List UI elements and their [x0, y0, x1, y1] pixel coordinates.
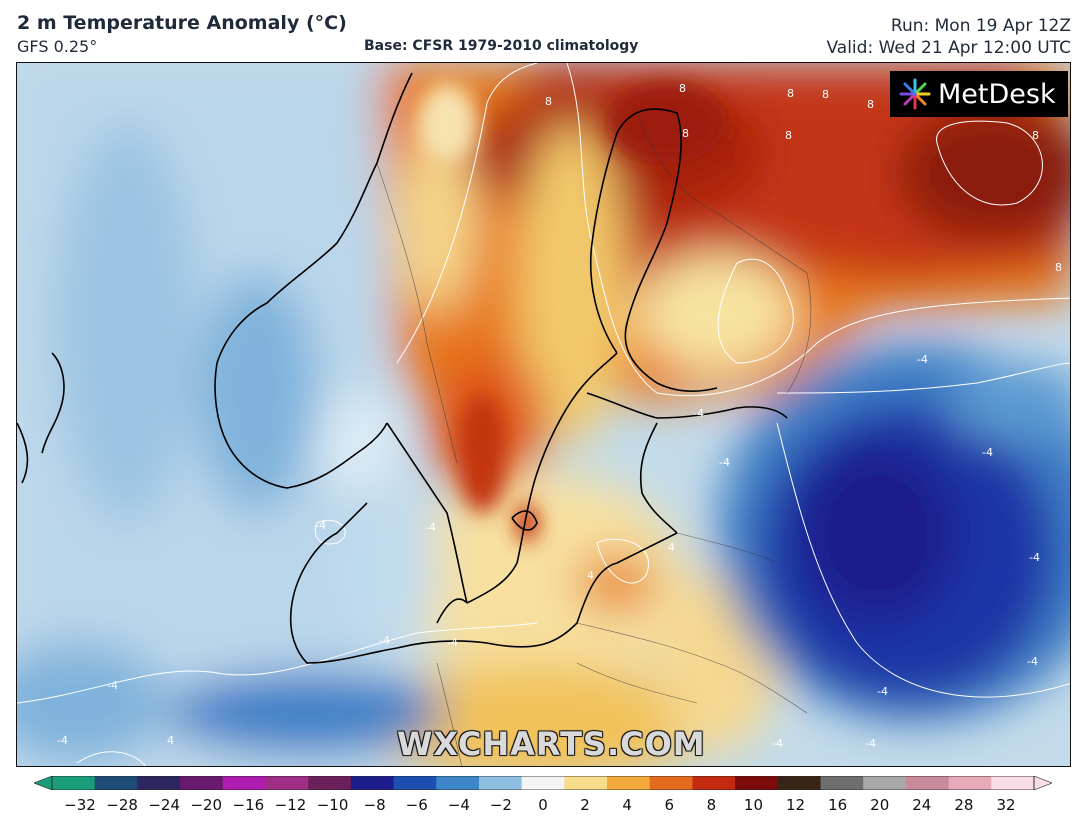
colorbar-cell [692, 776, 736, 790]
contour-label: -4 [107, 679, 118, 692]
colorbar-tick-label: −16 [232, 796, 265, 814]
colorbar-min-arrow [34, 776, 53, 790]
colorbar-cell [905, 776, 950, 790]
contour-label: -4 [1027, 655, 1038, 668]
logo-text: MetDesk [938, 78, 1056, 110]
colorbar-tick-label: 10 [743, 796, 763, 814]
contour-label: -4 [425, 521, 436, 534]
colorbar-tick-label: 24 [912, 796, 932, 814]
colorbar-cell [607, 776, 651, 790]
colorbar-tick-label: −8 [363, 796, 386, 814]
colorbar-cells [34, 776, 1052, 790]
anomaly-shading [17, 63, 1070, 766]
colorbar-max-arrow [1033, 776, 1052, 790]
colorbar-cell [991, 776, 1035, 790]
valid-time: Valid: Wed 21 Apr 12:00 UTC [826, 38, 1071, 58]
contour-label: -4 [693, 407, 704, 420]
colorbar-tick-label: 20 [870, 796, 890, 814]
colorbar-cell [265, 776, 309, 790]
colorbar-cell [436, 776, 480, 790]
contour-label: -4 [772, 737, 783, 750]
colorbar-cell [350, 776, 395, 790]
contour-label: 8 [682, 127, 689, 140]
colorbar-tick-label: −20 [190, 796, 223, 814]
contour-label: 8 [1032, 129, 1039, 142]
contour-label: 8 [785, 129, 792, 142]
colorbar-cell [564, 776, 608, 790]
contour-label: 8 [787, 87, 794, 100]
contour-label: 8 [822, 88, 829, 101]
contour-label: -4 [315, 519, 326, 532]
colorbar-tick-label: 2 [580, 796, 590, 814]
coastlines [17, 72, 788, 664]
contour-label: 4 [167, 734, 174, 747]
contour-label: -4 [1029, 551, 1040, 564]
contour-label: -4 [447, 636, 458, 649]
colorbar-ticks: −32 −28 −24 −20 −16 −12 −10 −8 −6 −4 −2 0 2 4 6 8 10 12 16… [0, 796, 1088, 816]
contour-label: -4 [719, 456, 730, 469]
colorbar-tick-label: −32 [64, 796, 96, 814]
contour-label: 8 [679, 82, 686, 95]
contour-label: -4 [877, 685, 888, 698]
colorbar-tick-label: −28 [106, 796, 138, 814]
colorbar-cell [222, 776, 266, 790]
colorbar-cell [735, 776, 779, 790]
contour-label: 8 [545, 95, 552, 108]
colorbar-tick-label: 6 [664, 796, 675, 814]
colorbar-cell [137, 776, 181, 790]
colorbar-tick-label: 28 [954, 796, 974, 814]
colorbar-cell [94, 776, 138, 790]
colorbar-cell [777, 776, 822, 790]
climatology-base: Base: CFSR 1979-2010 climatology [364, 38, 639, 54]
watermark: WXCHARTS.COM [397, 725, 706, 763]
colorbar-tick-label: 0 [538, 796, 548, 814]
colorbar-cell [521, 776, 565, 790]
anomaly-detail [417, 83, 727, 543]
colorbar-cell [649, 776, 693, 790]
run-time: Run: Mon 19 Apr 12Z [890, 16, 1071, 36]
metdesk-logo: MetDesk [890, 71, 1068, 117]
colorbar-tick-label: 16 [828, 796, 848, 814]
colorbar-cell [820, 776, 864, 790]
colorbar-cell [478, 776, 523, 790]
colorbar-cell [863, 776, 907, 790]
anomaly-map[interactable]: 8 8 8 8 8 8 8 8 8 -4 -4 -4 -4 -4 -4 -4 -… [16, 62, 1071, 767]
borders [376, 112, 812, 766]
colorbar-cell [52, 776, 96, 790]
colorbar-tick-label: 4 [622, 796, 632, 814]
contour-label: -4 [57, 734, 68, 747]
colorbar-tick-label: 32 [996, 796, 1016, 814]
contour-lines [17, 63, 1070, 766]
contour-label: -4 [982, 446, 993, 459]
colorbar-tick-label: −10 [316, 796, 349, 814]
colorbar-cell [308, 776, 352, 790]
colorbar-tick-label: −12 [274, 796, 307, 814]
colorbar-tick-label: −6 [405, 796, 428, 814]
contour-label: 8 [867, 98, 874, 111]
colorbar-tick-label: 12 [785, 796, 806, 814]
colorbar-border [51, 776, 1035, 790]
contour-label: -4 [379, 634, 390, 647]
contour-label: -4 [917, 353, 928, 366]
colorbar-cell [393, 776, 437, 790]
anomaly-field [17, 63, 1070, 766]
contour-label: -4 [865, 737, 876, 750]
colorbar-tick-label: −2 [489, 796, 512, 814]
contour-label: 4 [668, 541, 675, 554]
colorbar-cell [948, 776, 992, 790]
metdesk-starburst-icon [899, 78, 931, 110]
chart-title: 2 m Temperature Anomaly (°C) [17, 12, 347, 34]
colorbar-tick-label: 8 [706, 796, 717, 814]
colorbar [34, 776, 1052, 790]
contour-label: 4 [587, 569, 594, 582]
colorbar-tick-label: −24 [148, 796, 180, 814]
colorbar-cell [180, 776, 224, 790]
model-name: GFS 0.25° [17, 37, 98, 56]
colorbar-tick-label: −4 [447, 796, 470, 814]
contour-label: 8 [1055, 261, 1062, 274]
